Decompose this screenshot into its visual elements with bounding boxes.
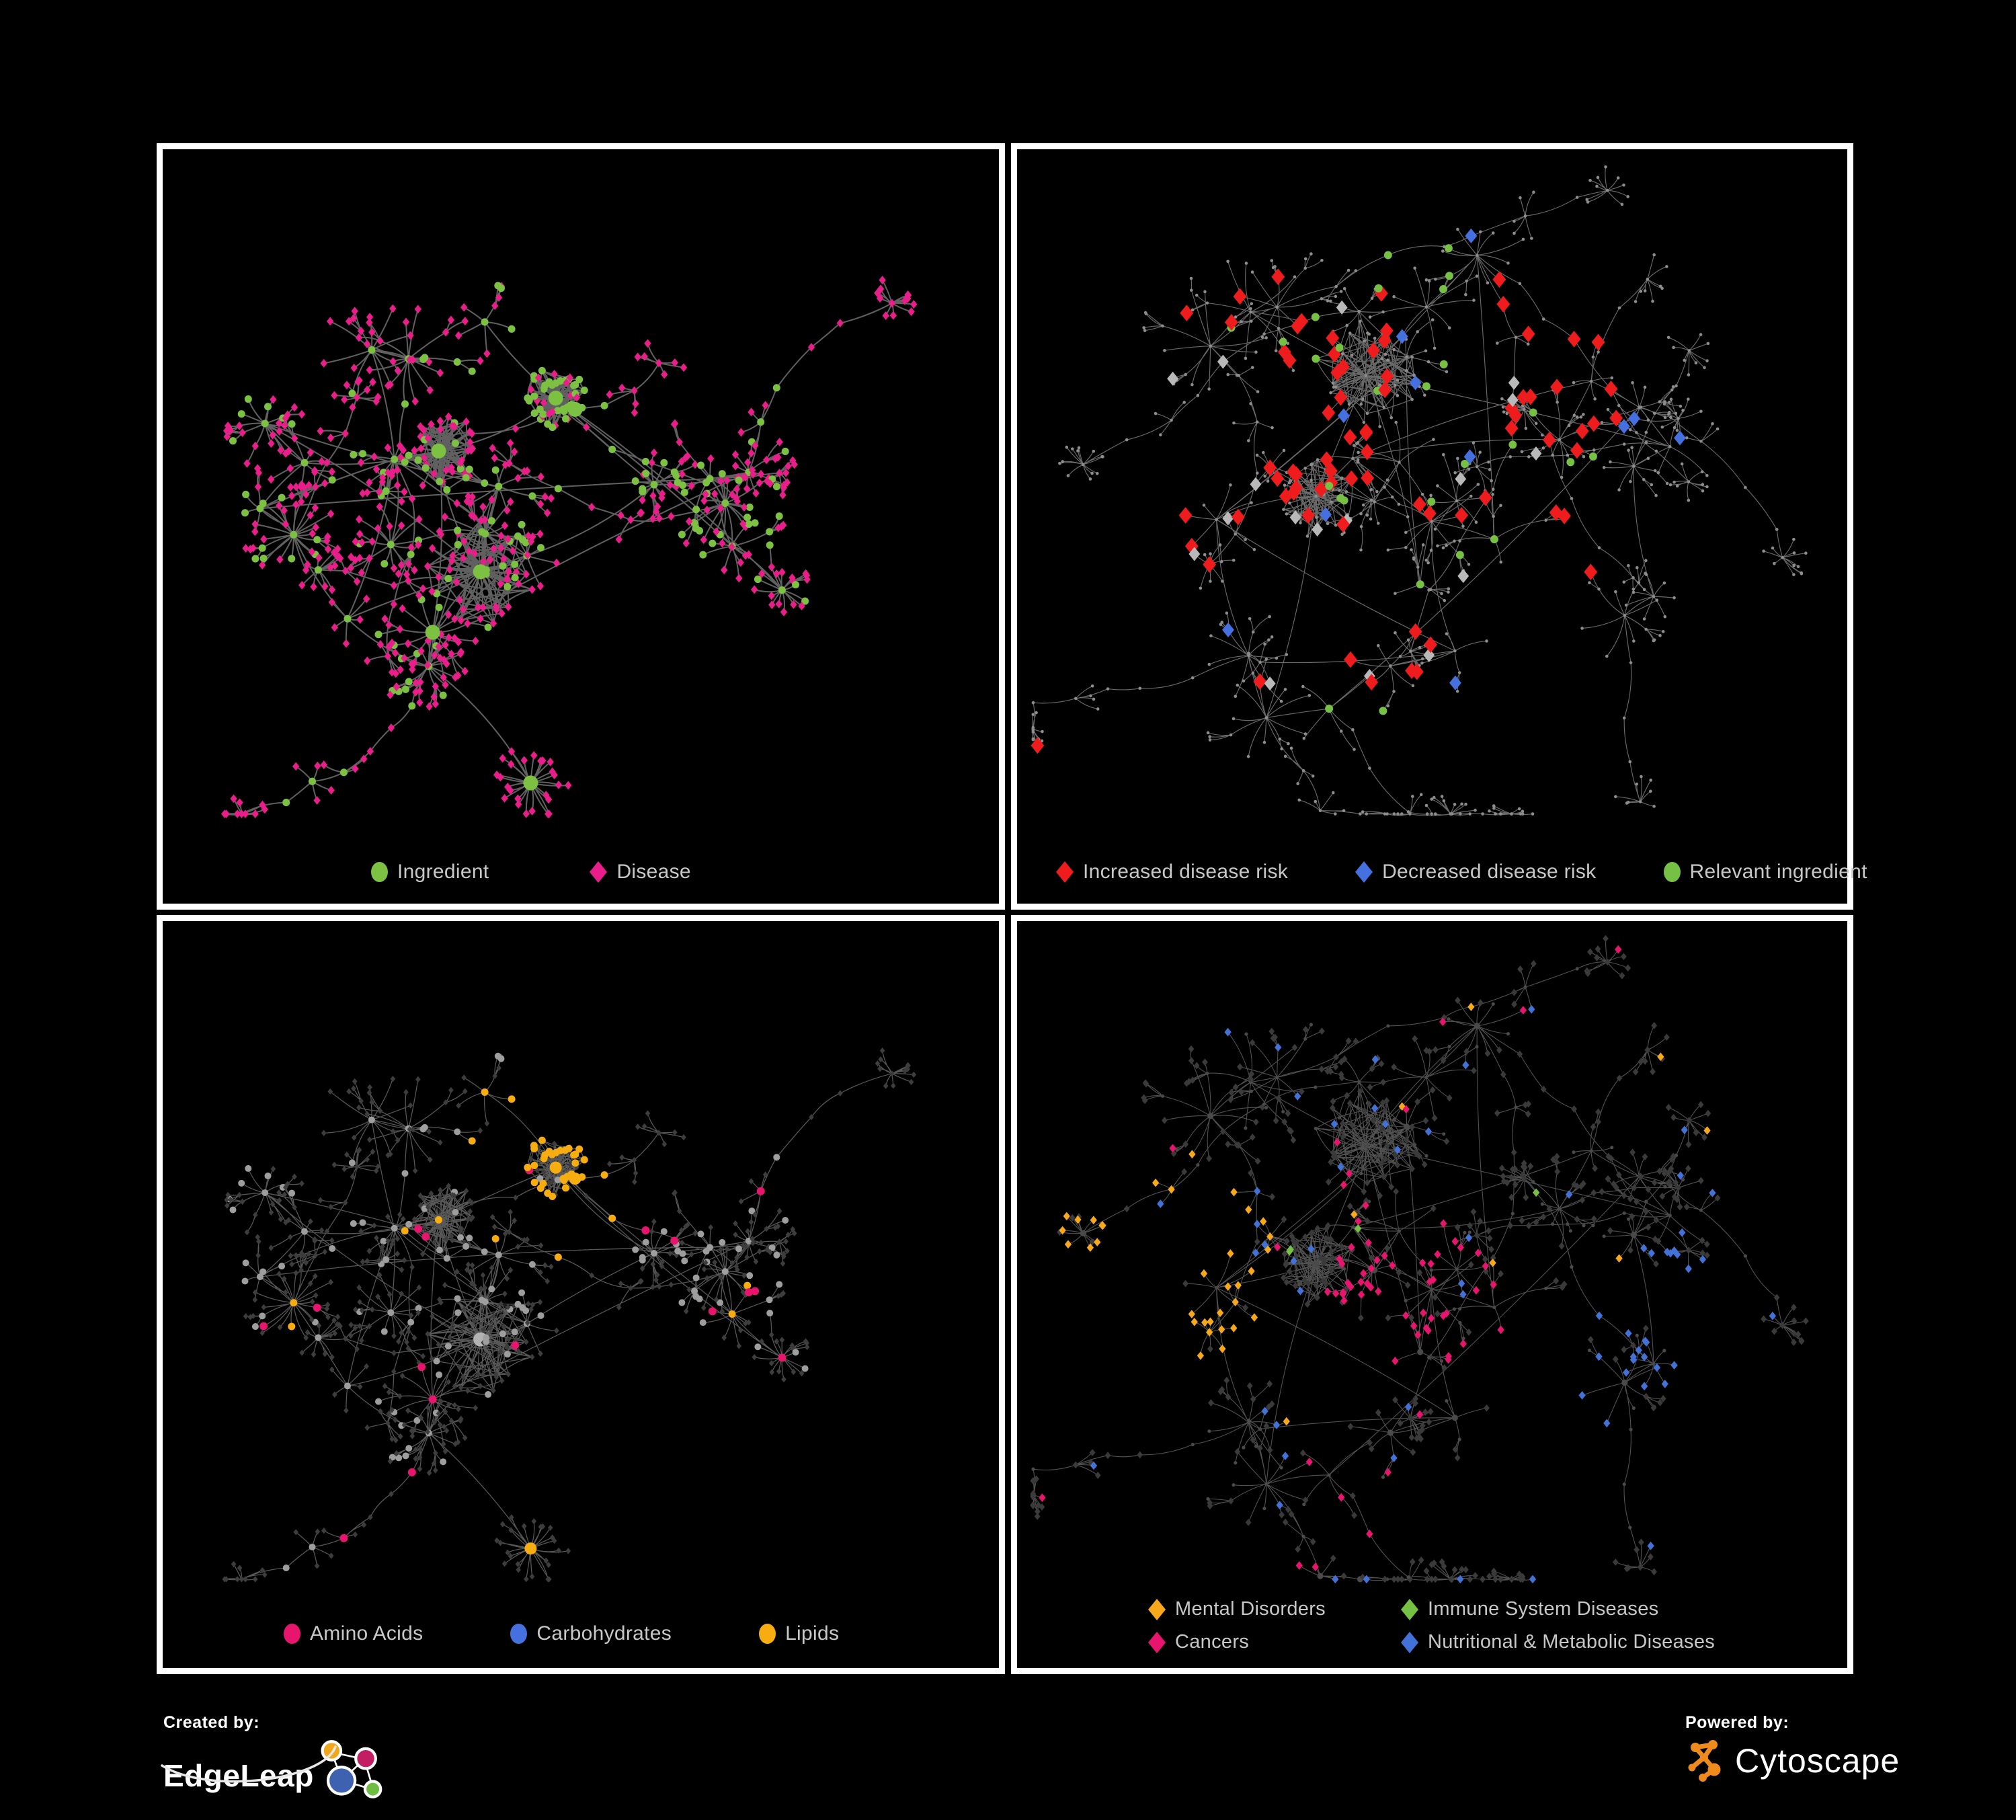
legend-label: Decreased disease risk xyxy=(1382,861,1597,883)
highlighted-nodes-layer xyxy=(259,1088,787,1555)
panel-macronutrient-classes: Amino Acids Carbohydrates Lipids xyxy=(157,915,1005,1674)
edgeleap-wordmark: EdgeLeap xyxy=(163,1758,314,1793)
network-graph-disease-risk xyxy=(1031,165,1808,816)
legend-ingredient-disease: Ingredient Disease xyxy=(163,861,999,883)
legend-label: Mental Disorders xyxy=(1175,1598,1326,1620)
legend-item-lipids: Lipids xyxy=(759,1622,839,1645)
legend-label: Carbohydrates xyxy=(536,1622,672,1645)
network-graph-ingredient-disease xyxy=(221,276,918,818)
legend-item-nutritional-metabolic-diseases: Nutritional & Metabolic Diseases xyxy=(1401,1631,1715,1653)
nutritional-metabolic-diseases-diamond-swatch-icon xyxy=(1401,1631,1418,1653)
cytoscape-logo-icon xyxy=(1688,1740,1721,1782)
legend-label: Increased disease risk xyxy=(1083,861,1289,883)
nodes-layer xyxy=(1031,165,1808,816)
legend-label: Immune System Diseases xyxy=(1428,1598,1659,1620)
lipids-circle-swatch-icon xyxy=(759,1624,776,1644)
legend-item-disease: Disease xyxy=(590,861,691,883)
legend-label: Nutritional & Metabolic Diseases xyxy=(1428,1631,1716,1653)
highlighted-nodes-layer xyxy=(425,391,583,791)
legend-item-ingredient: Ingredient xyxy=(371,861,489,883)
legend-label: Lipids xyxy=(785,1622,840,1645)
legend-label: Cancers xyxy=(1175,1631,1250,1653)
edgeleap-logo-icon xyxy=(321,1740,382,1798)
immune-system-diseases-diamond-swatch-icon xyxy=(1401,1598,1418,1620)
legend-item-decreased-disease-risk: Decreased disease risk xyxy=(1355,861,1596,883)
legend-item-amino-acids: Amino Acids xyxy=(284,1622,423,1645)
nodes-layer xyxy=(222,1047,917,1583)
legend-label: Relevant ingredient xyxy=(1689,861,1867,883)
powered-by-label: Powered by: xyxy=(1685,1713,1789,1732)
legend-disease-risk: Increased disease risk Decreased disease … xyxy=(1017,861,1867,883)
panel-disease-risk: Increased disease risk Decreased disease … xyxy=(1011,143,1867,910)
edges-layer xyxy=(1033,939,1806,1581)
network-graph-macronutrient-classes xyxy=(222,1047,917,1583)
network-graph-disease-classes xyxy=(1030,935,1809,1584)
cancers-diamond-swatch-icon xyxy=(1148,1631,1166,1653)
legend-item-relevant-ingredient: Relevant ingredient xyxy=(1663,861,1867,883)
mental-disorders-diamond-swatch-icon xyxy=(1148,1598,1166,1620)
legend-label: Disease xyxy=(616,861,691,883)
legend-item-mental-disorders: Mental Disorders xyxy=(1148,1598,1401,1620)
cytoscape-wordmark: Cytoscape xyxy=(1735,1742,1900,1780)
legend-label: Ingredient xyxy=(397,861,489,883)
nodes-layer xyxy=(1030,935,1809,1583)
legend-macronutrient-classes: Amino Acids Carbohydrates Lipids xyxy=(163,1622,999,1645)
highlighted-nodes-layer xyxy=(1031,228,1686,754)
cytoscape-branding[interactable]: Powered by: Cytoscape xyxy=(1685,1713,1927,1814)
relevant-ingredient-circle-swatch-icon xyxy=(1663,862,1681,882)
edgeleap-branding[interactable]: Created by: EdgeLeap xyxy=(161,1713,446,1820)
decreased-disease-risk-diamond-swatch-icon xyxy=(1355,861,1373,883)
legend-label: Amino Acids xyxy=(310,1622,424,1645)
panel-disease-classes: Mental Disorders Immune System Diseases Ca… xyxy=(1011,915,1853,1674)
created-by-label: Created by: xyxy=(163,1713,260,1732)
edges-layer xyxy=(1031,167,1806,816)
increased-disease-risk-diamond-swatch-icon xyxy=(1056,861,1074,883)
legend-item-increased-disease-risk: Increased disease risk xyxy=(1056,861,1288,883)
amino-acids-circle-swatch-icon xyxy=(284,1624,300,1644)
panel-ingredient-disease: Ingredient Disease xyxy=(157,143,1005,910)
nodes-layer xyxy=(221,276,918,818)
highlighted-nodes-layer xyxy=(1039,945,1777,1584)
legend-item-immune-system-diseases: Immune System Diseases xyxy=(1401,1598,1715,1620)
ingredient-circle-swatch-icon xyxy=(371,862,388,882)
legend-item-cancers: Cancers xyxy=(1148,1631,1401,1653)
legend-item-carbohydrates: Carbohydrates xyxy=(510,1622,672,1645)
legend-disease-classes: Mental Disorders Immune System Diseases Ca… xyxy=(1148,1598,1715,1653)
carbohydrates-circle-swatch-icon xyxy=(510,1624,528,1644)
disease-diamond-swatch-icon xyxy=(590,861,608,883)
